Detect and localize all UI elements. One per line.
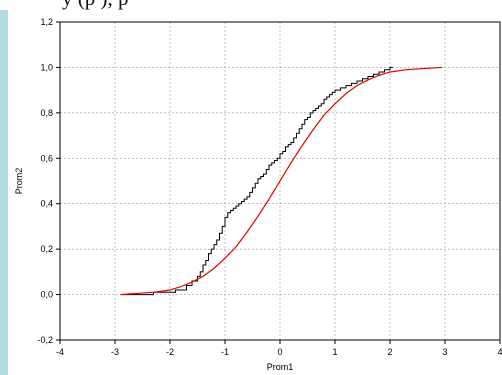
y-axis-label: Prom2 xyxy=(14,168,24,195)
y-tick-label: 0,0 xyxy=(40,290,53,300)
chart: -4 -3 -2 -1 0 1 2 3 4 -0,2 0,0 0,2 0,4 0,6 0,8 1,0 1,2 P… xyxy=(14,17,502,372)
y-tick-label: 0,6 xyxy=(40,153,53,163)
x-tick-label: 3 xyxy=(442,347,447,357)
x-tick-label: 4 xyxy=(497,347,502,357)
y-tick-label: 1,0 xyxy=(40,62,53,72)
fitted-cdf-series xyxy=(120,66,443,296)
x-tick-label: -2 xyxy=(166,347,174,357)
x-tick-label: -4 xyxy=(56,347,64,357)
x-tick-label: 1 xyxy=(332,347,337,357)
caption-fragment: y (р ), р xyxy=(0,0,502,10)
y-tick-label: 0,4 xyxy=(40,199,53,209)
x-axis-label: Prom1 xyxy=(267,362,294,372)
x-tick-label: -3 xyxy=(111,347,119,357)
x-tick-label: -1 xyxy=(221,347,229,357)
x-tick-label: 0 xyxy=(277,347,282,357)
x-tick-label: 2 xyxy=(387,347,392,357)
y-tick-label: -0,2 xyxy=(37,335,53,345)
y-tick-label: 0,2 xyxy=(40,244,53,254)
y-tick-label: 1,2 xyxy=(40,17,53,27)
y-tick-label: 0,8 xyxy=(40,108,53,118)
chart-panel: -4 -3 -2 -1 0 1 2 3 4 -0,2 0,0 0,2 0,4 0,6 0,8 1,0 1,2 P… xyxy=(8,10,502,375)
empirical-cdf-series xyxy=(120,66,393,296)
